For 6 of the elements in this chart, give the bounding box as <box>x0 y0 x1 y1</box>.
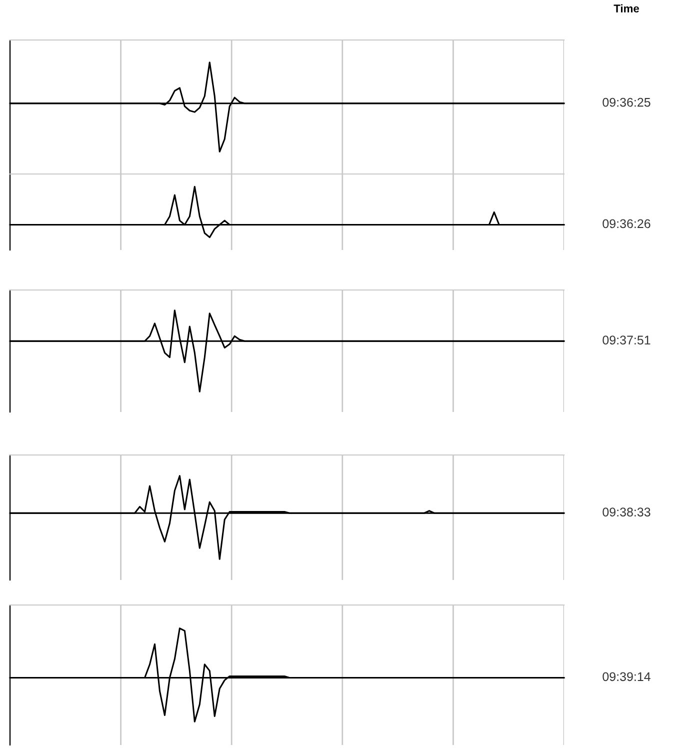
text: 09:38:33 <box>602 508 650 516</box>
text: 09:36:26 <box>602 219 650 228</box>
text: 09:39:14 <box>602 672 650 682</box>
text: Time <box>614 4 639 12</box>
text: 09:36:25 <box>602 98 650 107</box>
text: 09:37:51 <box>602 336 650 345</box>
